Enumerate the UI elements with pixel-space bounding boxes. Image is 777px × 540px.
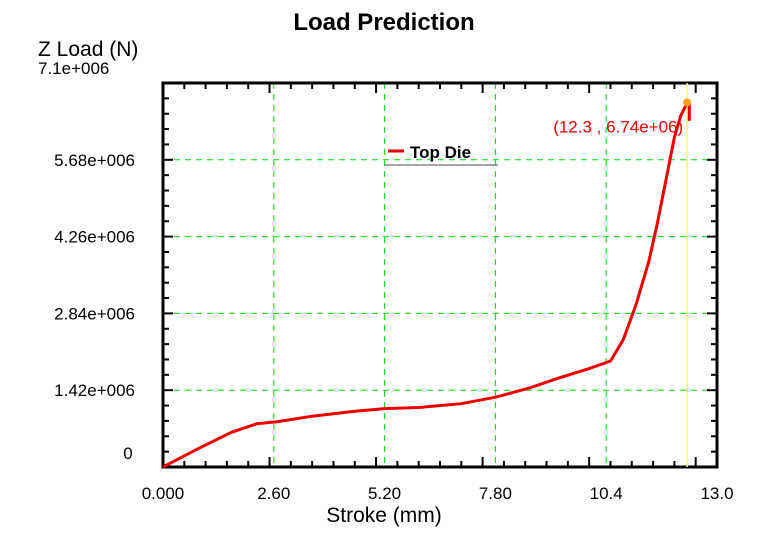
peak-annotation: (12.3 , 6.74e+06) xyxy=(553,117,683,136)
x-axis-label: Stroke (mm) xyxy=(326,504,442,527)
plot-frame xyxy=(161,81,719,469)
chart-title: Load Prediction xyxy=(293,9,474,36)
y-tick-label: 0 xyxy=(123,444,132,463)
y-tick-label: 2.84e+006 xyxy=(54,304,135,323)
legend: Top Die xyxy=(385,143,498,166)
y-axis-max-label: 7.1e+006 xyxy=(38,59,109,78)
y-tick-label: 1.42e+006 xyxy=(54,381,135,400)
y-tick-label: 5.68e+006 xyxy=(54,151,135,170)
x-tick-label: 0.000 xyxy=(142,484,185,503)
x-tick-label: 7.80 xyxy=(479,484,512,503)
series-line-top-die xyxy=(162,99,691,469)
y-tick-label: 4.26e+006 xyxy=(54,228,135,247)
y-axis-label: Z Load (N) xyxy=(38,38,138,61)
x-tick-label: 10.4 xyxy=(590,484,623,503)
peak-marker xyxy=(683,98,692,107)
x-tick-label: 2.60 xyxy=(257,484,290,503)
legend-label-top-die: Top Die xyxy=(410,143,471,162)
x-tick-label: 5.20 xyxy=(368,484,401,503)
x-tick-label: 13.0 xyxy=(700,484,733,503)
